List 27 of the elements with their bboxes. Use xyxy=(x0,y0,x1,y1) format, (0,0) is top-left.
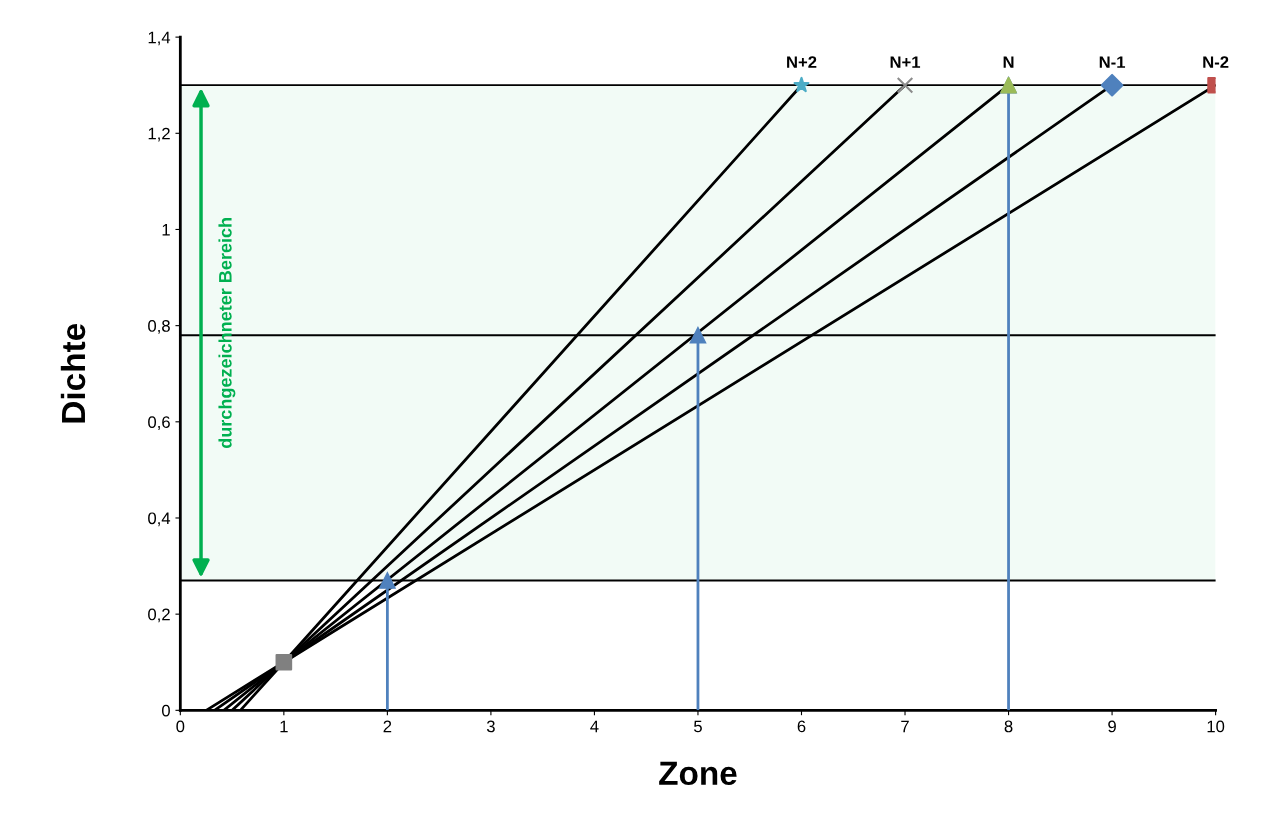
y-tick-label: 1,2 xyxy=(148,127,170,142)
y-axis-title: Dichte xyxy=(60,323,86,423)
y-tick-label: 0,4 xyxy=(148,512,171,527)
y-tick-label: 0,8 xyxy=(148,320,170,334)
band-label: durchgezeichneter Bereich xyxy=(218,218,236,448)
x-tick-label: 1 xyxy=(280,720,288,733)
x-tick-label: 7 xyxy=(901,720,909,733)
x-tick-label: 10 xyxy=(1207,720,1225,733)
y-tick-label: 1 xyxy=(162,224,170,236)
y-tick-label: 0,6 xyxy=(148,416,170,430)
x-axis-title: Zone xyxy=(659,761,737,786)
x-tick-label: 4 xyxy=(590,720,599,733)
x-tick-label: 2 xyxy=(383,720,392,733)
y-tick-label: 0 xyxy=(161,704,170,717)
x-tick-label: 3 xyxy=(486,720,495,733)
series-label: N+1 xyxy=(890,56,921,68)
series-label: N+2 xyxy=(787,56,817,68)
series-label: N-1 xyxy=(1099,56,1126,68)
x-tick-label: 5 xyxy=(694,720,702,733)
x-tick-label: 9 xyxy=(1108,720,1116,733)
y-tick-label: 1,4 xyxy=(148,31,171,46)
x-tick-label: 0 xyxy=(176,720,185,733)
x-tick-label: 8 xyxy=(1004,720,1013,733)
series-label: N-2 xyxy=(1203,56,1229,68)
x-tick-label: 6 xyxy=(797,720,806,733)
y-tick-label: 0,2 xyxy=(148,608,170,623)
series-label: N xyxy=(1003,56,1014,68)
